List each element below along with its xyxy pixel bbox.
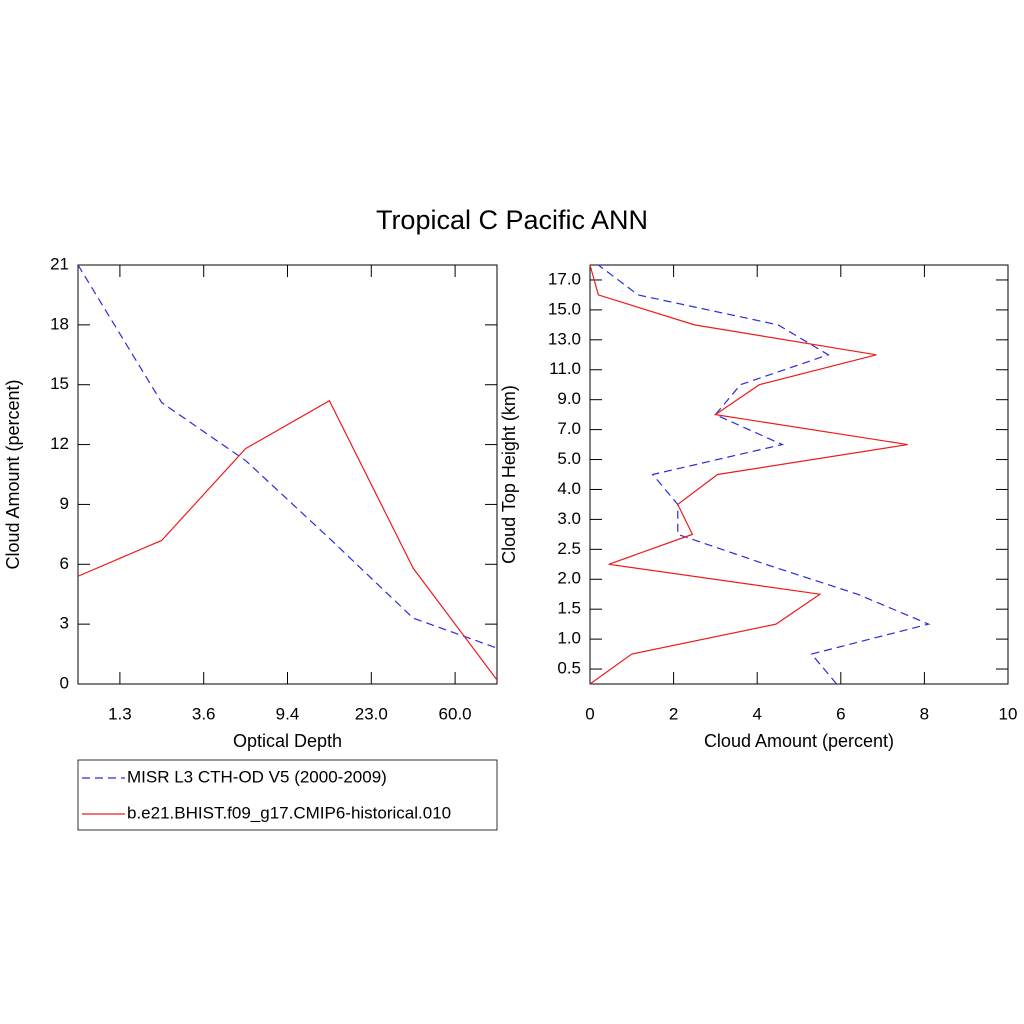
y-tick-label: 6 [60, 554, 69, 573]
y-tick-label: 12 [50, 434, 69, 453]
legend-label: b.e21.BHIST.f09_g17.CMIP6-historical.010 [127, 803, 451, 822]
x-tick-label: 0 [585, 704, 594, 723]
legend-box [77, 759, 498, 831]
y-tick-label: 21 [50, 254, 69, 273]
y-tick-label: 3 [60, 614, 69, 633]
x-tick-label: 23.0 [355, 704, 388, 723]
y-tick-label: 18 [50, 314, 69, 333]
y-tick-label: 0.5 [557, 659, 581, 678]
y-tick-label: 11.0 [549, 359, 581, 378]
y-tick-label: 4.0 [557, 479, 581, 498]
series-line [77, 264, 498, 649]
x-tick-label: 3.6 [192, 704, 216, 723]
x-tick-label: 1.3 [108, 704, 132, 723]
y-tick-label: 5.0 [557, 449, 581, 468]
x-tick-label: 9.4 [276, 704, 300, 723]
x-tick-label: 4 [752, 704, 761, 723]
y-tick-label: 2.5 [557, 539, 581, 558]
x-axis-label: Cloud Amount (percent) [704, 731, 894, 751]
series-line [589, 264, 908, 685]
x-tick-label: 2 [669, 704, 678, 723]
figure-title: Tropical C Pacific ANN [376, 205, 648, 235]
y-tick-label: 15.0 [548, 299, 581, 318]
y-tick-label: 9 [60, 494, 69, 513]
y-tick-label: 7.0 [557, 419, 581, 438]
y-tick-label: 0 [60, 673, 69, 692]
y-axis-label: Cloud Top Height (km) [499, 385, 519, 564]
y-tick-label: 3.0 [557, 509, 581, 528]
series-line [597, 264, 931, 685]
series-line [77, 399, 498, 681]
x-tick-label: 10 [999, 704, 1018, 723]
x-tick-label: 6 [836, 704, 845, 723]
y-tick-label: 1.5 [557, 599, 581, 618]
y-tick-label: 13.0 [548, 329, 581, 348]
y-axis-label: Cloud Amount (percent) [3, 379, 23, 569]
y-tick-label: 17.0 [548, 269, 581, 288]
plot-frame [589, 264, 1009, 685]
y-tick-label: 9.0 [557, 389, 581, 408]
legend-label: MISR L3 CTH-OD V5 (2000-2009) [127, 767, 387, 786]
x-tick-label: 60.0 [439, 704, 472, 723]
y-tick-label: 2.0 [557, 569, 581, 588]
x-axis-label: Optical Depth [233, 731, 342, 751]
y-tick-label: 1.0 [557, 629, 581, 648]
y-tick-label: 15 [50, 374, 69, 393]
x-tick-label: 8 [920, 704, 929, 723]
